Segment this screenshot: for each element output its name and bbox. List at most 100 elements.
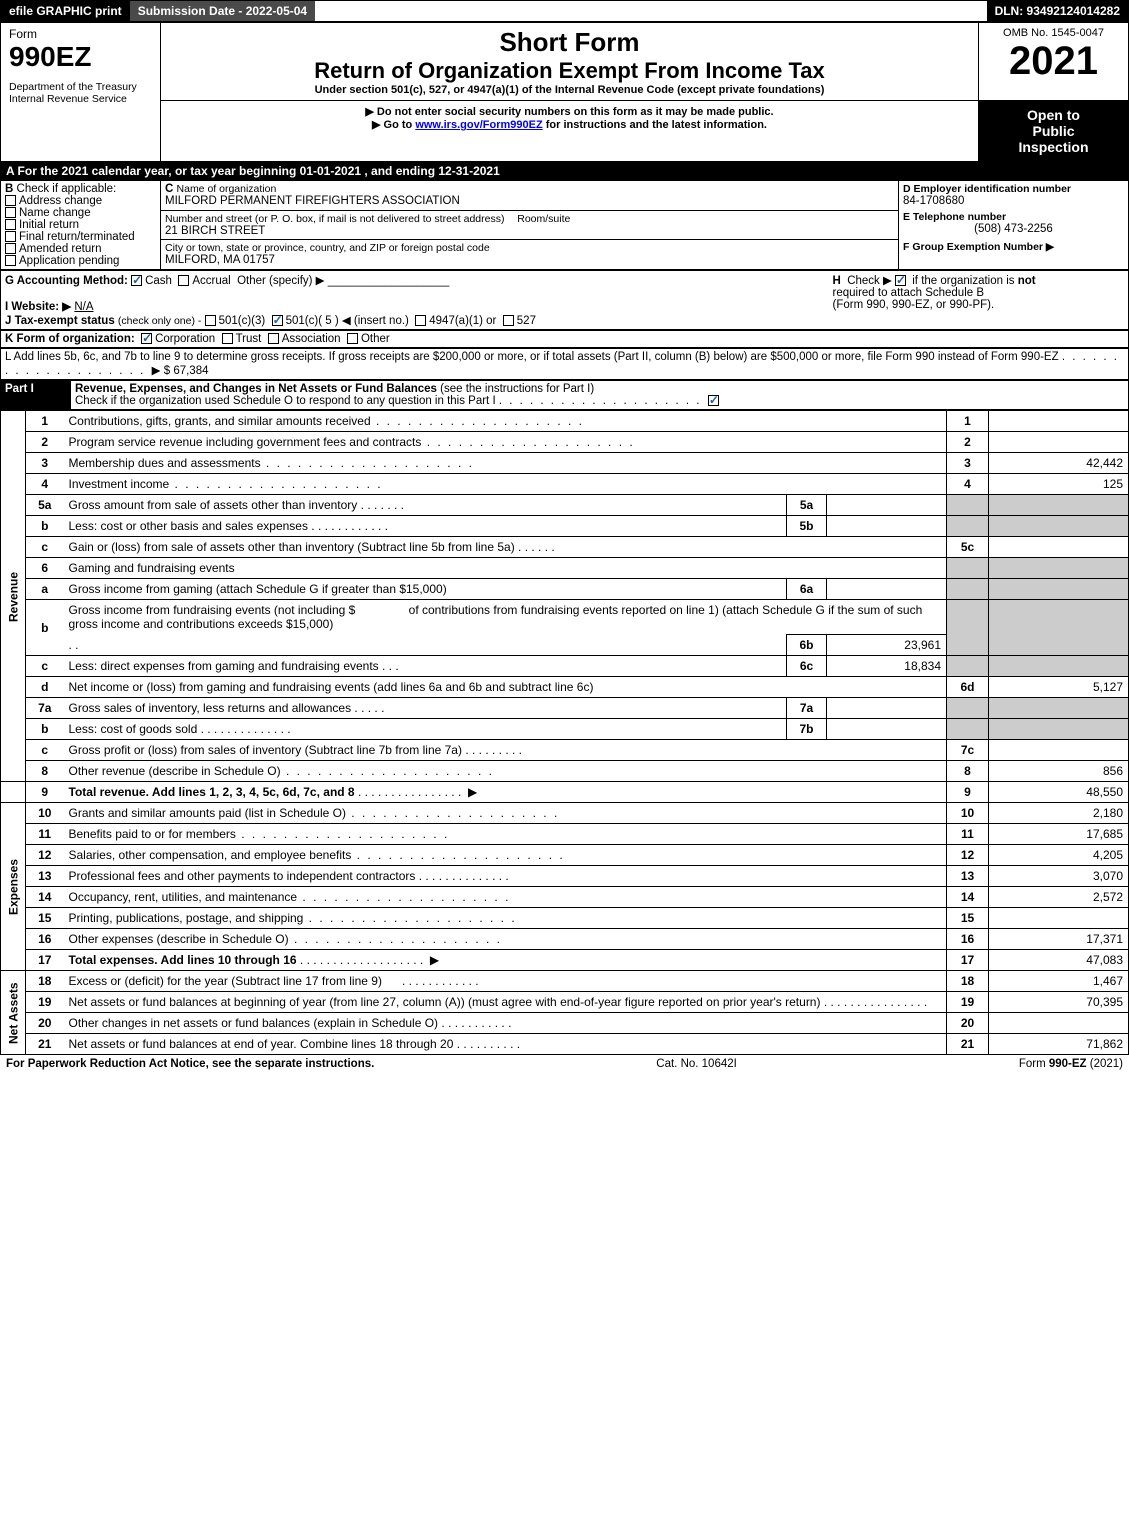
h-label: H (833, 275, 841, 287)
part1-label: Part I (1, 381, 71, 410)
amount-cell (989, 411, 1129, 432)
shaded-cell (989, 495, 1129, 516)
footer-right-suffix: (2021) (1087, 1058, 1123, 1070)
box-num: 12 (947, 845, 989, 866)
address-change-label: Address change (19, 195, 102, 207)
box-num: 3 (947, 453, 989, 474)
initial-return-checkbox[interactable] (5, 219, 16, 230)
shaded-cell (989, 558, 1129, 579)
line-desc: Other expenses (describe in Schedule O) (69, 932, 289, 946)
amount-cell: 42,442 (989, 453, 1129, 474)
open-line2: Public (985, 123, 1122, 139)
table-row: 17 Total expenses. Add lines 10 through … (1, 950, 1129, 971)
sub-box: 5b (787, 516, 827, 537)
form-word: Form (9, 27, 152, 41)
schedule-o-checkbox[interactable] (708, 395, 719, 406)
k-label: K Form of organization: (5, 333, 135, 345)
line-desc: Less: cost or other basis and sales expe… (69, 519, 308, 533)
address-change-checkbox[interactable] (5, 195, 16, 206)
box-num: 5c (947, 537, 989, 558)
table-row: 4 Investment income 4 125 (1, 474, 1129, 495)
line-num: b (26, 719, 64, 740)
501c3-checkbox[interactable] (205, 315, 216, 326)
line-num: 2 (26, 432, 64, 453)
4947-checkbox[interactable] (415, 315, 426, 326)
box-num: 20 (947, 1013, 989, 1034)
c-name-label: Name of organization (177, 183, 277, 195)
l-block: L Add lines 5b, 6c, and 7b to line 9 to … (0, 348, 1129, 380)
corp-checkbox[interactable] (141, 333, 152, 344)
shaded-cell (989, 579, 1129, 600)
i-label: I Website: ▶ (5, 301, 71, 313)
amount-cell: 2,572 (989, 887, 1129, 908)
line-desc: Grants and similar amounts paid (list in… (69, 806, 346, 820)
line-desc: Benefits paid to or for members (69, 827, 236, 841)
part1-title: Revenue, Expenses, and Changes in Net As… (75, 383, 437, 395)
sub-amount: 23,961 (827, 635, 947, 656)
line-num: 4 (26, 474, 64, 495)
sub-amount (827, 516, 947, 537)
table-row: 15 Printing, publications, postage, and … (1, 908, 1129, 929)
other-org-label: Other (361, 333, 390, 345)
efile-graphic-label: efile GRAPHIC print (1, 1, 130, 21)
box-num: 6d (947, 677, 989, 698)
shaded-cell (947, 558, 989, 579)
goto-suffix: for instructions and the latest informat… (543, 119, 767, 131)
street-value: 21 BIRCH STREET (165, 225, 265, 237)
part1-hint: (see the instructions for Part I) (440, 383, 594, 395)
table-row: 12 Salaries, other compensation, and emp… (1, 845, 1129, 866)
line-num: 17 (26, 950, 64, 971)
line-num: 15 (26, 908, 64, 929)
name-change-checkbox[interactable] (5, 207, 16, 218)
omb-number: OMB No. 1545-0047 (987, 27, 1120, 39)
table-row: b Less: cost of goods sold . . . . . . .… (1, 719, 1129, 740)
line-desc: Professional fees and other payments to … (69, 869, 416, 883)
sub-amount (827, 719, 947, 740)
other-org-checkbox[interactable] (347, 333, 358, 344)
h-checkbox[interactable] (895, 275, 906, 286)
accrual-checkbox[interactable] (178, 275, 189, 286)
trust-checkbox[interactable] (222, 333, 233, 344)
line-desc: Occupancy, rent, utilities, and maintena… (69, 890, 298, 904)
table-row: 8 Other revenue (describe in Schedule O)… (1, 761, 1129, 782)
d-label: D Employer identification number (903, 183, 1124, 195)
application-pending-label: Application pending (19, 255, 119, 267)
sub-box: 7a (787, 698, 827, 719)
final-return-checkbox[interactable] (5, 231, 16, 242)
line-num: 10 (26, 803, 64, 824)
amount-cell: 70,395 (989, 992, 1129, 1013)
h-check-arrow: Check ▶ (847, 275, 892, 287)
501c-checkbox[interactable] (272, 315, 283, 326)
box-num: 11 (947, 824, 989, 845)
table-row: c Less: direct expenses from gaming and … (1, 656, 1129, 677)
shaded-cell (947, 719, 989, 740)
527-checkbox[interactable] (503, 315, 514, 326)
box-num: 16 (947, 929, 989, 950)
box-num: 19 (947, 992, 989, 1013)
cash-label: Cash (145, 275, 172, 287)
line-num: 21 (26, 1034, 64, 1055)
amount-cell (989, 537, 1129, 558)
no-ssn-warning: ▶ Do not enter social security numbers o… (169, 105, 970, 118)
cash-checkbox[interactable] (131, 275, 142, 286)
sub-box: 6b (787, 635, 827, 656)
line-num: 14 (26, 887, 64, 908)
e-label: E Telephone number (903, 211, 1124, 223)
shaded-cell (947, 656, 989, 677)
line-num: c (26, 537, 64, 558)
line-num: 1 (26, 411, 64, 432)
form-header: Form 990EZ Department of the Treasury In… (0, 22, 1129, 162)
l-text: L Add lines 5b, 6c, and 7b to line 9 to … (5, 351, 1059, 363)
sub-box: 7b (787, 719, 827, 740)
assoc-checkbox[interactable] (268, 333, 279, 344)
amended-return-checkbox[interactable] (5, 243, 16, 254)
table-row: 20 Other changes in net assets or fund b… (1, 1013, 1129, 1034)
line-num: 7a (26, 698, 64, 719)
shaded-cell (947, 600, 989, 656)
l-value: 67,384 (173, 365, 208, 377)
final-return-label: Final return/terminated (19, 231, 135, 243)
application-pending-checkbox[interactable] (5, 255, 16, 266)
shaded-cell (989, 516, 1129, 537)
table-row: 21 Net assets or fund balances at end of… (1, 1034, 1129, 1055)
irs-link[interactable]: www.irs.gov/Form990EZ (415, 119, 542, 131)
